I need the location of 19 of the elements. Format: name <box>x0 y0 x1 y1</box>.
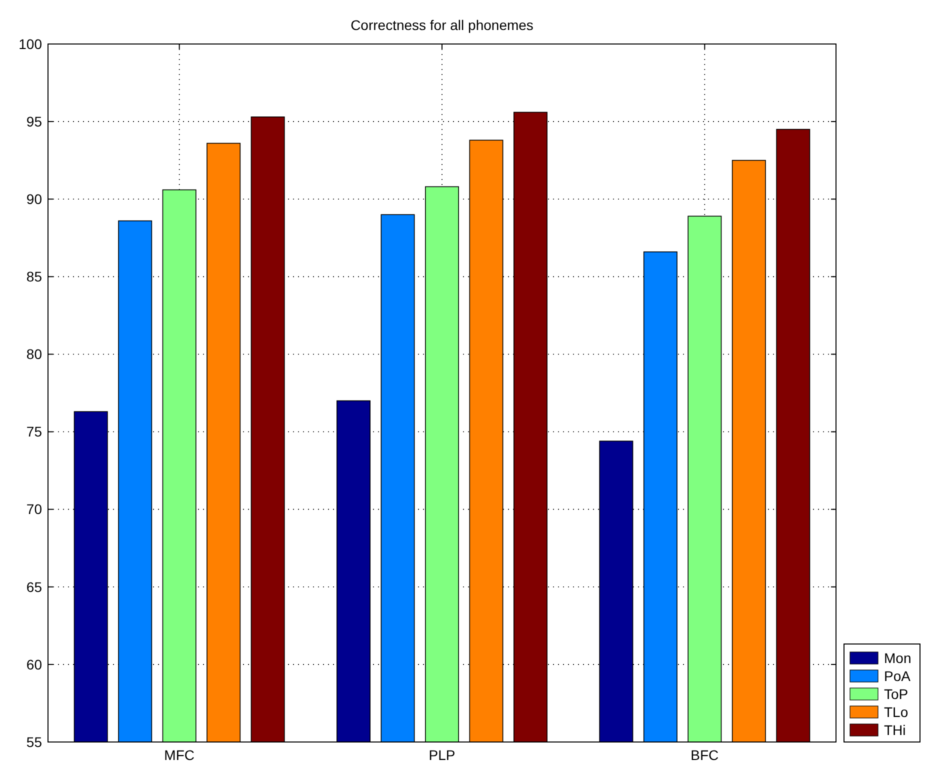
y-tick-label: 90 <box>26 191 42 208</box>
y-tick-label: 100 <box>18 36 42 52</box>
legend-label: Mon <box>884 650 912 666</box>
y-tick-label: 65 <box>26 578 42 595</box>
legend-label: THi <box>884 722 906 738</box>
legend-label: ToP <box>884 686 908 702</box>
y-tick-label: 80 <box>26 346 42 362</box>
y-tick-label: 60 <box>26 656 42 672</box>
x-tick-label: BFC <box>690 747 719 763</box>
x-tick-label: MFC <box>164 747 194 763</box>
legend-label: TLo <box>884 704 908 720</box>
chart-title: Correctness for all phonemes <box>350 17 534 33</box>
y-tick-label: 95 <box>26 113 42 130</box>
y-tick-label: 70 <box>26 501 42 518</box>
y-tick-label: 55 <box>26 734 42 750</box>
y-tick-label: 85 <box>26 268 42 285</box>
y-tick-label: 75 <box>26 424 42 440</box>
x-tick-label: PLP <box>428 747 456 763</box>
legend-label: PoA <box>884 668 912 684</box>
